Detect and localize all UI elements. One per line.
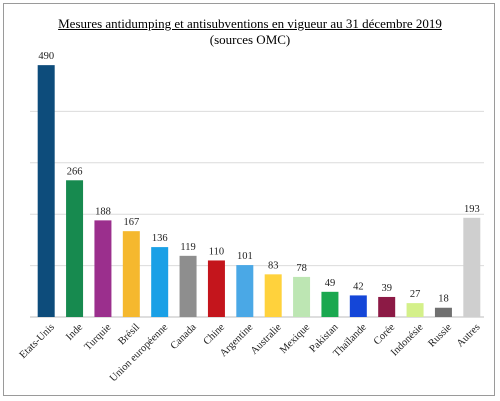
value-label: 27 bbox=[410, 289, 421, 300]
bar-1 bbox=[37, 65, 55, 317]
bar-7 bbox=[207, 260, 225, 317]
bar-12 bbox=[349, 295, 367, 317]
bar-3 bbox=[94, 220, 112, 317]
value-labels: 490 266 188 167 136 119 110 101 83 78 49 42 39 27 18 19… bbox=[38, 51, 479, 305]
bar-11 bbox=[321, 291, 339, 317]
category-label: Etats-Unis bbox=[18, 322, 57, 361]
value-label: 193 bbox=[464, 204, 480, 215]
bar-5 bbox=[151, 247, 169, 317]
bar-14 bbox=[406, 303, 424, 317]
bar-16 bbox=[463, 217, 481, 317]
category-label: Mexique bbox=[278, 322, 312, 356]
category-label: Corée bbox=[372, 322, 398, 348]
chart-title: Mesures antidumping et antisubventions e… bbox=[58, 16, 442, 31]
bar-2 bbox=[66, 180, 84, 317]
value-label: 136 bbox=[152, 233, 168, 244]
bars bbox=[37, 65, 481, 317]
value-label: 18 bbox=[438, 294, 449, 305]
bar-9 bbox=[264, 274, 282, 317]
value-label: 188 bbox=[95, 206, 111, 217]
category-label: Australie bbox=[249, 322, 284, 357]
category-label: Brésil bbox=[116, 322, 142, 348]
value-label: 101 bbox=[237, 251, 253, 262]
chart-subtitle: (sources OMC) bbox=[209, 32, 291, 47]
category-label: Turquie bbox=[83, 322, 114, 353]
category-label: Canada bbox=[169, 322, 199, 352]
value-label: 78 bbox=[296, 263, 307, 274]
value-label: 110 bbox=[209, 246, 224, 257]
category-label: Inde bbox=[64, 322, 85, 343]
value-label: 490 bbox=[38, 51, 54, 62]
bar-4 bbox=[122, 231, 140, 317]
bar-10 bbox=[293, 276, 311, 317]
bar-13 bbox=[378, 296, 396, 317]
category-label: Chine bbox=[202, 322, 228, 348]
value-label: 167 bbox=[123, 217, 139, 228]
value-label: 83 bbox=[268, 260, 279, 271]
value-label: 42 bbox=[353, 281, 364, 292]
chart-title-block: Mesures antidumping et antisubventions e… bbox=[0, 16, 500, 48]
bar-8 bbox=[236, 265, 254, 317]
chart-frame bbox=[3, 3, 495, 396]
value-label: 49 bbox=[325, 278, 336, 289]
value-label: 119 bbox=[180, 242, 195, 253]
value-label: 39 bbox=[381, 283, 392, 294]
category-label: Russie bbox=[427, 322, 455, 350]
value-label: 266 bbox=[67, 166, 83, 177]
bar-6 bbox=[179, 255, 197, 317]
category-label: Autres bbox=[455, 322, 483, 350]
bar-15 bbox=[434, 307, 452, 317]
